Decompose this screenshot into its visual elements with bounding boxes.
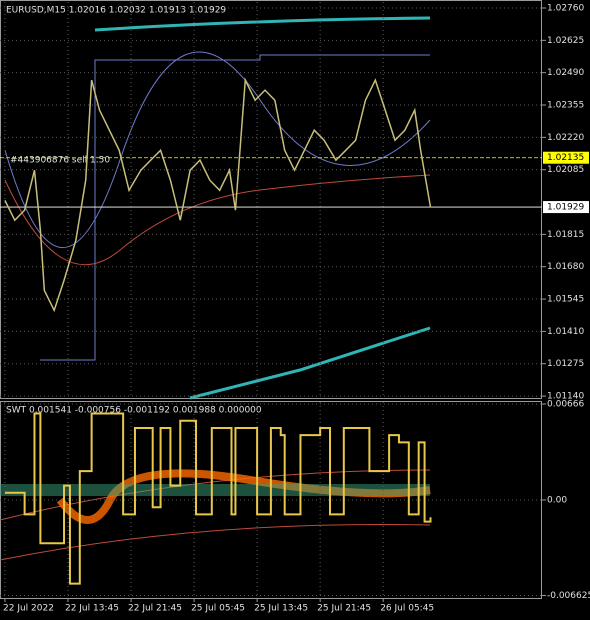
x-tick-label: 22 Jul 21:45 — [128, 604, 182, 614]
ma-red — [4, 174, 431, 266]
x-tick-label: 22 Jul 13:45 — [65, 604, 119, 614]
y-tick-label: -0.006625 — [547, 591, 590, 601]
price-box — [543, 151, 589, 164]
y-tick-label: 1.01140 — [547, 392, 584, 402]
y-tick-label: 1.02085 — [547, 165, 584, 175]
y-tick-label: 1.01680 — [547, 262, 584, 272]
channel-blue — [40, 54, 430, 361]
y-tick-label: 1.01545 — [547, 295, 584, 305]
x-tick-label: 25 Jul 05:45 — [191, 604, 245, 614]
order-label: #443906876 sell 1.50 — [10, 156, 110, 166]
y-tick-label: 1.02490 — [547, 68, 584, 78]
y-tick-label: 0.00666 — [547, 400, 584, 410]
y-tick-label: 1.02355 — [547, 101, 584, 111]
indicator-title: SWT 0.001541 -0.000756 -0.001192 0.00198… — [6, 406, 262, 416]
price-box — [543, 201, 589, 214]
sub-histogram — [56, 469, 431, 524]
indicator-line — [4, 412, 432, 585]
lower-band — [189, 326, 431, 400]
y-tick-label: 1.02760 — [547, 3, 584, 13]
x-tick-label: 26 Jul 05:45 — [380, 604, 434, 614]
price-line-series — [4, 77, 432, 313]
upper-band — [94, 16, 431, 32]
chart-title: EURUSD,M15 1.02016 1.02032 1.01913 1.019… — [6, 6, 226, 16]
y-tick-label: 0.00 — [547, 496, 567, 506]
y-tick-label: 1.02625 — [547, 36, 584, 46]
price-label: 1.02135 — [547, 153, 584, 163]
price-label: 1.01929 — [547, 203, 584, 213]
y-tick-label: 1.01815 — [547, 230, 584, 240]
x-tick-label: 22 Jul 2022 — [3, 604, 54, 614]
y-tick-label: 1.01275 — [547, 359, 584, 369]
main-frame — [0, 0, 542, 399]
env-blue — [4, 51, 431, 248]
y-tick-label: 1.01410 — [547, 327, 584, 337]
x-tick-label: 25 Jul 21:45 — [317, 604, 371, 614]
y-tick-label: 1.02220 — [547, 133, 584, 143]
x-tick-label: 25 Jul 13:45 — [254, 604, 308, 614]
